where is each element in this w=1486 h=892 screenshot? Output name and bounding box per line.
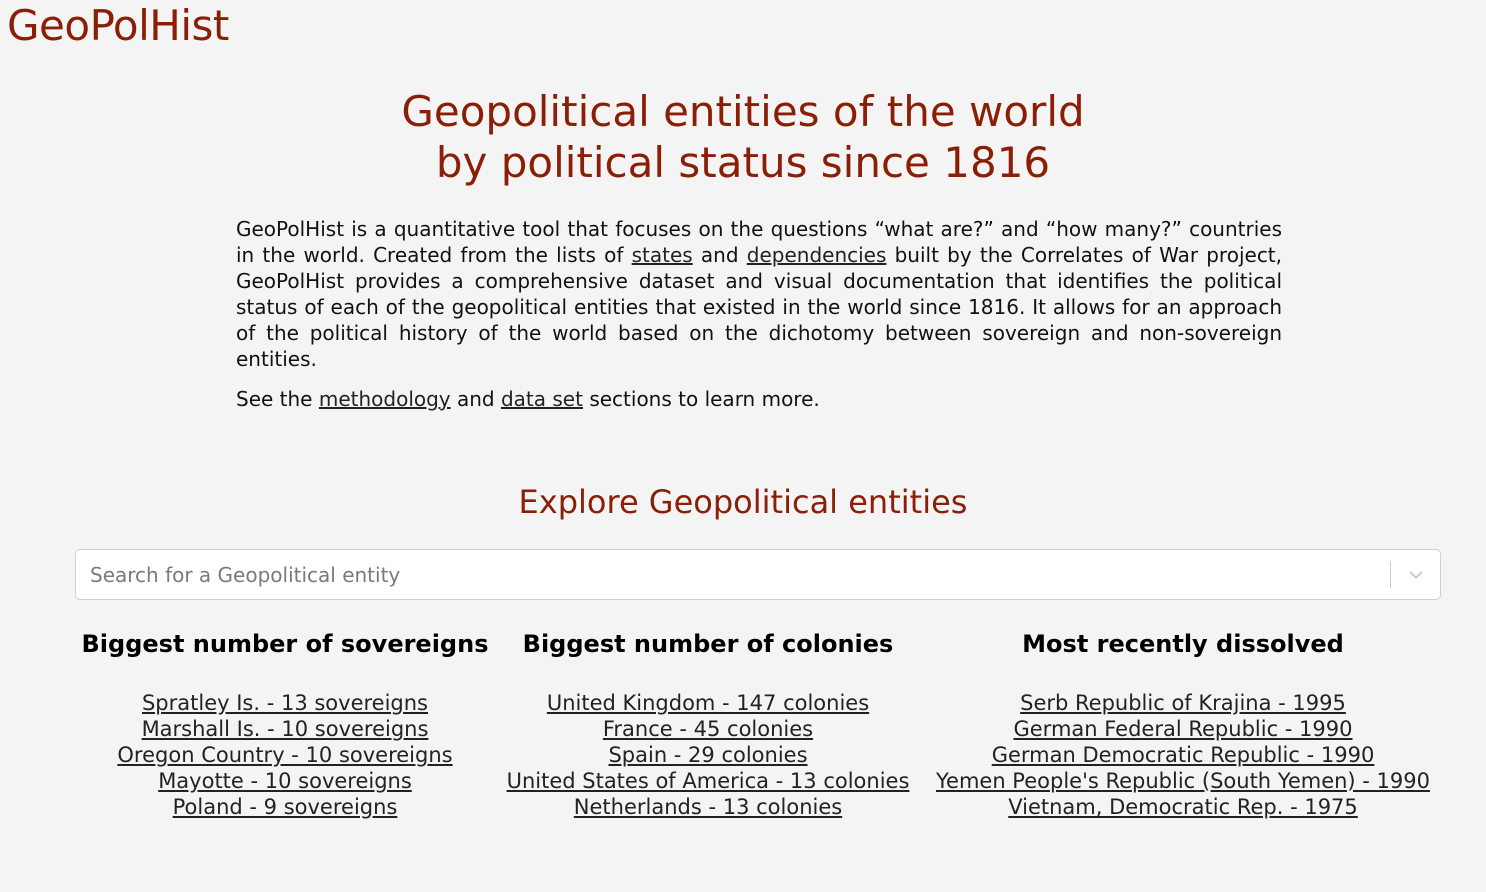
list-item: United Kingdom - 147 colonies: [488, 690, 928, 716]
entity-link[interactable]: Netherlands - 13 colonies: [573, 795, 843, 819]
entity-link[interactable]: Poland - 9 sovereigns: [172, 795, 398, 819]
entity-link[interactable]: Marshall Is. - 10 sovereigns: [141, 717, 429, 741]
entity-search-input[interactable]: [76, 550, 1388, 599]
page-title: Geopolitical entities of the world by po…: [0, 86, 1486, 188]
site-logo-link[interactable]: GeoPolHist: [7, 1, 229, 50]
list-item: France - 45 colonies: [488, 716, 928, 742]
entity-link[interactable]: United Kingdom - 147 colonies: [546, 691, 870, 715]
entity-link[interactable]: Vietnam, Democratic Rep. - 1975: [1008, 795, 1358, 819]
list-item: Poland - 9 sovereigns: [55, 794, 515, 820]
dissolved-heading: Most recently dissolved: [1022, 630, 1344, 658]
list-item: Spratley Is. - 13 sovereigns: [55, 690, 515, 716]
entity-link[interactable]: Spain - 29 colonies: [608, 743, 808, 767]
learn-more-paragraph: See the methodology and data set section…: [236, 386, 1282, 412]
list-item: Netherlands - 13 colonies: [488, 794, 928, 820]
list-item: Vietnam, Democratic Rep. - 1975: [935, 794, 1431, 820]
list-item: United States of America - 13 colonies: [488, 768, 928, 794]
sovereigns-heading: Biggest number of sovereigns: [81, 630, 489, 658]
dissolved-column: Most recently dissolved Serb Republic of…: [935, 624, 1431, 820]
colonies-heading: Biggest number of colonies: [522, 630, 894, 658]
states-link[interactable]: states: [631, 243, 693, 267]
sovereigns-list: Spratley Is. - 13 sovereigns Marshall Is…: [55, 690, 515, 820]
list-item: Mayotte - 10 sovereigns: [55, 768, 515, 794]
page-title-line-2: by political status since 1816: [435, 138, 1051, 187]
entity-search-select[interactable]: [75, 549, 1441, 600]
intro-text-part-3: built by the Correlates of War project, …: [236, 243, 1283, 371]
dependencies-link[interactable]: dependencies: [746, 243, 887, 267]
list-item: Oregon Country - 10 sovereigns: [55, 742, 515, 768]
learn-more-part-3: sections to learn more.: [582, 387, 820, 411]
learn-more-part-1: See the: [236, 387, 319, 411]
entity-link[interactable]: Yemen People's Republic (South Yemen) - …: [935, 769, 1430, 793]
entity-link[interactable]: Spratley Is. - 13 sovereigns: [141, 691, 429, 715]
intro-text-part-1: GeoPolHist is a quantitative tool that f…: [236, 217, 1282, 267]
page-title-line-1: Geopolitical entities of the world: [401, 87, 1085, 136]
intro-text: GeoPolHist is a quantitative tool that f…: [236, 216, 1282, 412]
list-item: German Democratic Republic - 1990: [935, 742, 1431, 768]
search-separator: [1390, 561, 1391, 588]
sovereigns-column: Biggest number of sovereigns Spratley Is…: [55, 624, 515, 820]
colonies-column: Biggest number of colonies United Kingdo…: [488, 624, 928, 820]
list-item: Yemen People's Republic (South Yemen) - …: [935, 768, 1431, 794]
entity-link[interactable]: Oregon Country - 10 sovereigns: [117, 743, 453, 767]
intro-paragraph: GeoPolHist is a quantitative tool that f…: [236, 216, 1282, 372]
entity-link[interactable]: German Democratic Republic - 1990: [991, 743, 1375, 767]
learn-more-part-2: and: [450, 387, 501, 411]
entity-link[interactable]: Mayotte - 10 sovereigns: [158, 769, 412, 793]
entity-link[interactable]: Serb Republic of Krajina - 1995: [1020, 691, 1346, 715]
entity-link[interactable]: United States of America - 13 colonies: [506, 769, 910, 793]
list-item: Marshall Is. - 10 sovereigns: [55, 716, 515, 742]
explore-heading: Explore Geopolitical entities: [518, 483, 968, 521]
dataset-link[interactable]: data set: [500, 387, 583, 411]
methodology-link[interactable]: methodology: [318, 387, 451, 411]
intro-text-part-2: and: [692, 243, 747, 267]
dropdown-toggle-button[interactable]: [1391, 550, 1441, 599]
colonies-list: United Kingdom - 147 colonies France - 4…: [488, 690, 928, 820]
entity-link[interactable]: France - 45 colonies: [602, 717, 814, 741]
list-item: Spain - 29 colonies: [488, 742, 928, 768]
chevron-down-icon: [1409, 571, 1423, 579]
entity-link[interactable]: German Federal Republic - 1990: [1013, 717, 1353, 741]
list-item: Serb Republic of Krajina - 1995: [935, 690, 1431, 716]
list-item: German Federal Republic - 1990: [935, 716, 1431, 742]
dissolved-list: Serb Republic of Krajina - 1995 German F…: [935, 690, 1431, 820]
